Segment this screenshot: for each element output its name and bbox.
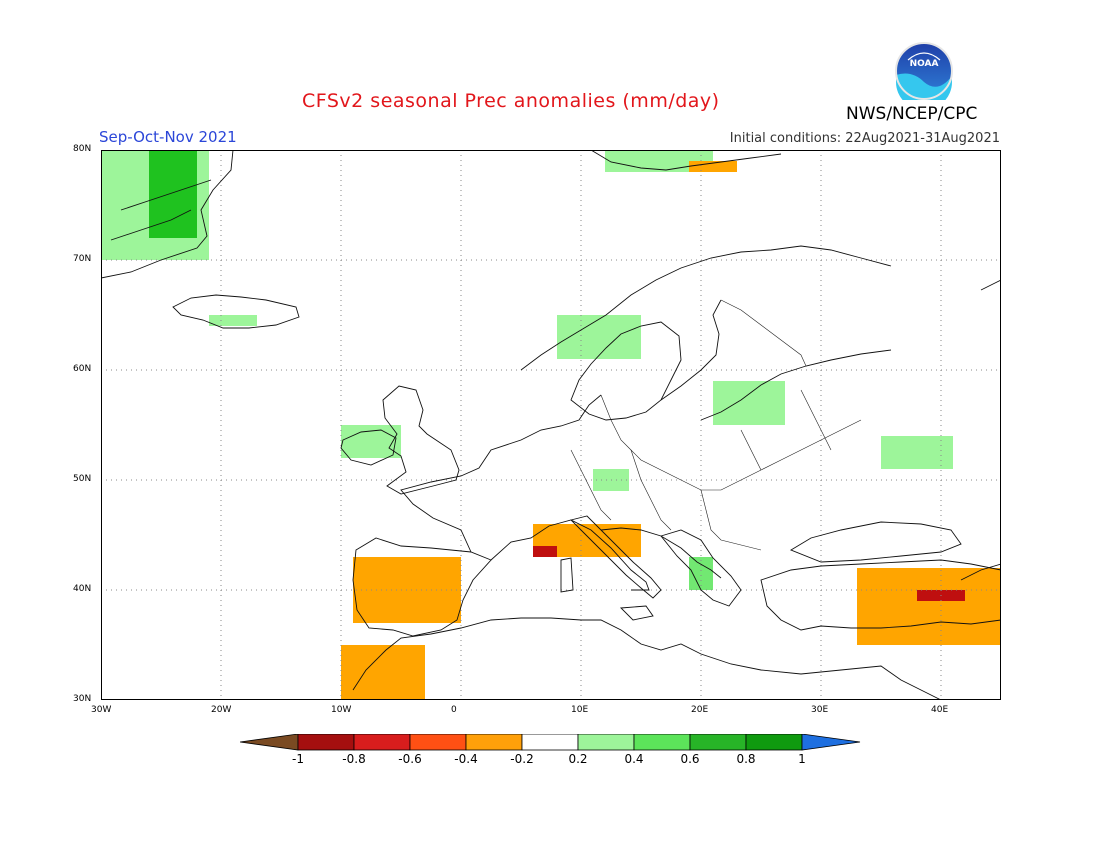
anomaly-region-1 [149, 150, 197, 238]
x-tick-label: 10E [571, 705, 589, 715]
anomaly-region-12 [341, 645, 425, 700]
x-tick-label: 40E [931, 705, 949, 715]
colorbar-label: 0.6 [680, 752, 700, 766]
anomaly-region-7 [341, 425, 401, 458]
colorbar-label: -0.6 [398, 752, 422, 766]
coastlines [101, 150, 1001, 700]
x-tick-label: 20W [211, 705, 232, 715]
x-tick-label: 30E [811, 705, 829, 715]
colorbar-high-triangle [801, 734, 861, 751]
initial-conditions-label: Initial conditions: 22Aug2021-31Aug2021 [729, 131, 1000, 146]
colorbar-label: 0.2 [568, 752, 588, 766]
map-title: CFSv2 seasonal Prec anomalies (mm/day) [302, 90, 720, 112]
x-tick-label: 0 [451, 705, 457, 715]
colorbar-label: 0.4 [624, 752, 644, 766]
graticule [101, 150, 1001, 700]
y-tick-label: 30N [73, 694, 92, 704]
anomaly-region-4 [689, 161, 737, 172]
colorbar-label: -0.2 [510, 752, 534, 766]
colorbar [240, 734, 861, 751]
x-tick-label: 20E [691, 705, 709, 715]
colorbar-segment [409, 734, 467, 751]
colorbar-label: 1 [798, 752, 806, 766]
colorbar-low-triangle [240, 734, 299, 751]
colorbar-segment [577, 734, 635, 751]
colorbar-segment [297, 734, 355, 751]
colorbar-segment [689, 734, 747, 751]
noaa-logo-icon: NOAA [895, 42, 953, 100]
y-tick-label: 70N [73, 254, 92, 264]
y-tick-label: 80N [73, 144, 92, 154]
colorbar-label: -0.4 [454, 752, 478, 766]
y-tick-label: 50N [73, 474, 92, 484]
x-tick-label: 10W [331, 705, 352, 715]
colorbar-segment [745, 734, 803, 751]
x-tick-label: 30W [91, 705, 112, 715]
colorbar-segment [465, 734, 523, 751]
precipitation-anomaly-map [101, 150, 1001, 700]
colorbar-segment [521, 734, 579, 751]
anomaly-region-2 [209, 315, 257, 326]
y-tick-label: 40N [73, 584, 92, 594]
season-label: Sep-Oct-Nov 2021 [99, 128, 237, 146]
colorbar-label: -0.8 [342, 752, 366, 766]
y-tick-label: 60N [73, 364, 92, 374]
anomaly-region-8 [881, 436, 953, 469]
colorbar-segment [353, 734, 411, 751]
anomaly-region-5 [557, 315, 641, 359]
colorbar-label: 0.8 [736, 752, 756, 766]
anomaly-region-6 [713, 381, 785, 425]
anomaly-region-14 [533, 546, 557, 557]
colorbar-label: -1 [292, 752, 304, 766]
logo-text: NOAA [910, 59, 939, 69]
colorbar-segment [633, 734, 691, 751]
organization-label: NWS/NCEP/CPC [846, 104, 978, 124]
country-borders [570, 299, 862, 551]
anomaly-region-15 [857, 568, 1001, 645]
